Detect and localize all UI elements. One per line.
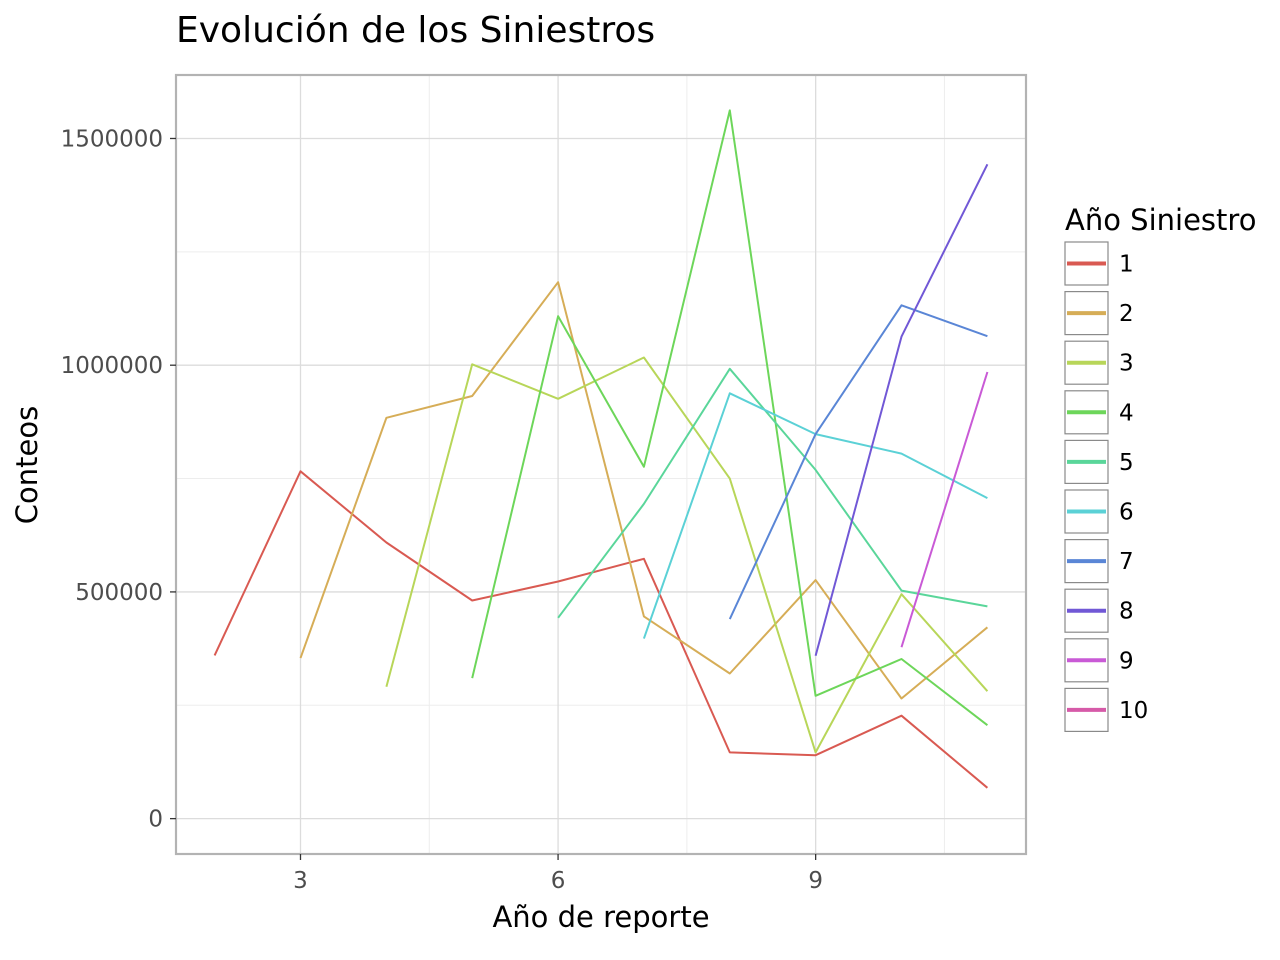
legend: Año Siniestro 1 2 3 4 5 6 7 8 9 10: [1064, 203, 1256, 733]
x-tick-label: 9: [808, 868, 823, 894]
legend-label: 5: [1119, 450, 1134, 476]
legend-item-8: 8: [1064, 588, 1134, 633]
x-axis-title: Año de reporte: [492, 900, 709, 934]
legend-label: 1: [1119, 252, 1134, 278]
series-line-8: [814, 163, 989, 657]
legend-label: 3: [1119, 351, 1134, 377]
legend-label: 10: [1119, 698, 1148, 724]
legend-item-6: 6: [1064, 489, 1134, 534]
legend-item-1: 1: [1064, 241, 1134, 286]
major-gridlines: [176, 75, 1026, 854]
legend-label: 7: [1119, 549, 1134, 575]
y-tick-label: 1500000: [61, 126, 163, 152]
plot-panel-border: [174, 73, 1028, 856]
series-line-9: [900, 371, 989, 648]
legend-label: 6: [1119, 500, 1134, 526]
legend-item-9: 9: [1064, 638, 1134, 683]
legend-item-7: 7: [1064, 538, 1134, 584]
y-axis-ticks: 0 500000 1000000 1500000: [61, 126, 176, 833]
legend-item-3: 3: [1064, 340, 1134, 385]
legend-label: 4: [1119, 400, 1134, 426]
series-line-2: [299, 281, 989, 700]
y-tick-label: 500000: [75, 580, 163, 606]
legend-item-10: 10: [1064, 687, 1148, 733]
legend-title: Año Siniestro: [1065, 203, 1256, 237]
x-tick-label: 3: [293, 868, 308, 894]
x-axis-ticks: 3 6 9: [293, 854, 823, 894]
legend-item-5: 5: [1064, 439, 1134, 484]
legend-label: 2: [1119, 301, 1134, 327]
x-tick-label: 6: [551, 868, 566, 894]
y-tick-label: 0: [148, 807, 163, 833]
chart-title: Evolución de los Siniestros: [176, 10, 655, 51]
series-line-1: [213, 470, 989, 789]
y-tick-label: 1000000: [61, 353, 163, 379]
y-axis-title: Conteos: [10, 406, 44, 524]
series-line-4: [471, 109, 989, 726]
series-line-7: [728, 304, 988, 620]
legend-item-4: 4: [1064, 390, 1134, 435]
series-line-5: [557, 367, 988, 619]
minor-gridlines: [176, 75, 1026, 854]
legend-label: 8: [1119, 599, 1134, 625]
legend-label: 9: [1119, 648, 1134, 674]
legend-item-2: 2: [1064, 291, 1134, 336]
series-line-3: [385, 356, 989, 754]
series-lines: [213, 109, 989, 789]
